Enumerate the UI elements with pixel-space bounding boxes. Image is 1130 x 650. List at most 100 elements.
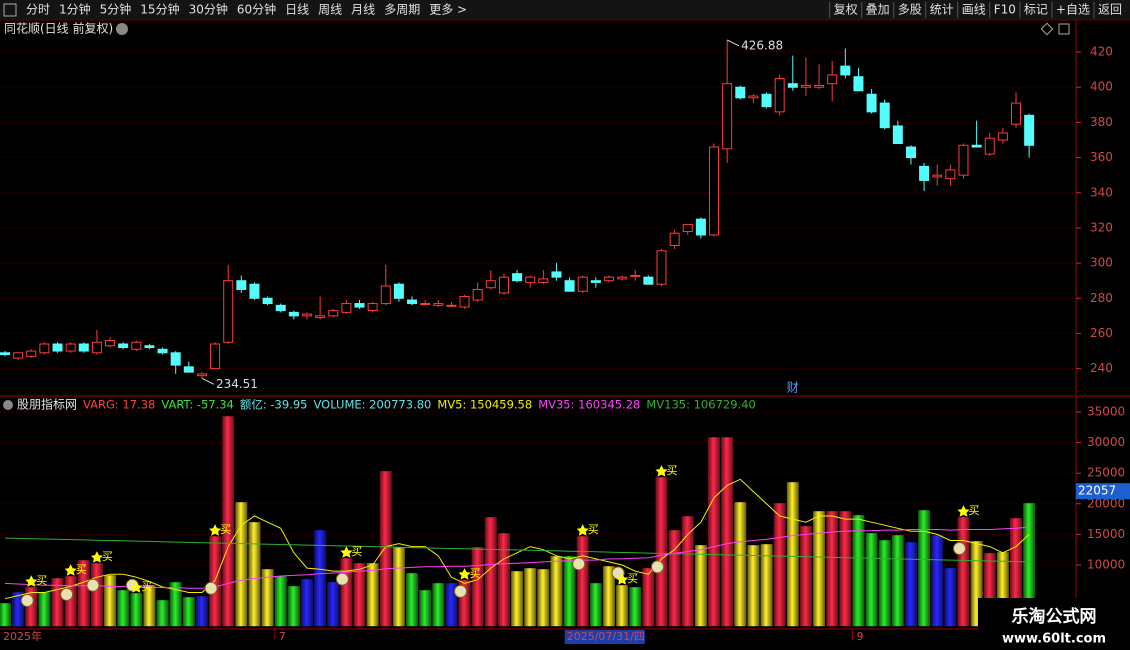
candle-body <box>512 273 523 282</box>
legend-entry: VARG: 17.38 <box>83 398 155 412</box>
candle-body <box>656 250 667 285</box>
max-price-label: 426.88 <box>741 38 783 52</box>
toolbar-tab[interactable]: 日线 <box>285 3 309 17</box>
legend-entry: 额亿: -39.95 <box>240 398 308 412</box>
buy-star <box>64 564 77 576</box>
y-tick-label: 25000 <box>1087 466 1125 480</box>
candle-body <box>525 276 536 283</box>
coin-icon <box>572 557 586 571</box>
volume-bar <box>918 510 931 627</box>
volume-bar <box>1023 503 1036 627</box>
volume-bar <box>143 585 156 627</box>
toolbar-button[interactable]: +自选 <box>1056 3 1090 17</box>
toolbar-button[interactable]: 多股 <box>898 3 922 17</box>
volume-bar <box>511 571 524 627</box>
toolbar-tab[interactable]: 60分钟 <box>237 2 276 17</box>
toolbar-tab[interactable]: 30分钟 <box>189 2 228 17</box>
volume-bar <box>235 502 248 627</box>
candle-body <box>577 276 588 292</box>
watermark-url: www.60lt.com <box>1002 632 1106 647</box>
volume-bar <box>826 511 839 627</box>
candle-body <box>853 76 864 92</box>
candle-body <box>879 102 890 129</box>
buy-signal-label: 买 <box>470 567 481 580</box>
candle-body <box>551 271 562 278</box>
toolbar-tab[interactable]: 5分钟 <box>100 2 132 17</box>
toolbar-button[interactable]: 叠加 <box>866 3 890 17</box>
volume-bar <box>195 596 208 627</box>
volume-bar <box>891 535 904 627</box>
toolbar-button[interactable]: 统计 <box>930 3 954 17</box>
x-tick-label: 2025/07/31/四 <box>567 630 645 643</box>
toolbar-tab[interactable]: 1分钟 <box>59 2 91 17</box>
toolbar-button[interactable]: 复权 <box>834 3 858 17</box>
legend-entry: MV5: 150459.58 <box>437 398 532 412</box>
volume-bar <box>274 576 287 627</box>
volume-bar <box>616 585 629 627</box>
candle-body <box>354 303 365 308</box>
toolbar-button[interactable]: 标记 <box>1024 3 1048 17</box>
menu-icon[interactable] <box>3 3 17 17</box>
volume-bar <box>366 563 379 627</box>
toolbar-button[interactable]: 返回 <box>1098 3 1122 17</box>
coin-icon <box>454 584 468 598</box>
title-dropdown[interactable] <box>116 23 128 35</box>
toolbar-tab[interactable]: 周线 <box>318 3 342 17</box>
buy-star <box>957 505 970 517</box>
volume-bar <box>524 568 537 627</box>
legend-entry: MV135: 106729.40 <box>646 398 755 412</box>
buy-signal-label: 买 <box>627 572 638 585</box>
legend-entry: MV35: 160345.28 <box>538 398 640 412</box>
coin-icon <box>20 594 34 608</box>
buy-star <box>576 524 589 536</box>
toolbar-button[interactable]: 画线 <box>962 3 986 17</box>
candle-body <box>774 77 785 113</box>
volume-bar <box>38 592 51 627</box>
volume-bar <box>537 569 550 627</box>
candle-body <box>866 93 877 113</box>
candle-body <box>26 350 37 357</box>
toolbar-tab[interactable]: 月线 <box>351 3 375 17</box>
volume-bar <box>944 568 957 627</box>
buy-star <box>130 581 143 593</box>
min-price-label: 234.51 <box>216 377 258 391</box>
coin-icon <box>952 542 966 556</box>
volume-bar <box>550 556 563 627</box>
candle-body <box>603 276 614 282</box>
candle-body <box>105 339 116 347</box>
diamond-icon[interactable] <box>1040 22 1054 36</box>
finance-marker[interactable]: 财 <box>787 381 799 395</box>
volume-bar <box>734 502 747 627</box>
volume-bar <box>813 511 826 627</box>
volume-bar <box>602 566 615 627</box>
candle-body <box>446 304 457 307</box>
volume-bar <box>708 437 721 627</box>
window-icon[interactable] <box>1058 23 1070 35</box>
candle-body <box>223 280 234 343</box>
candle-body <box>735 86 746 99</box>
indicator-dropdown[interactable] <box>3 400 13 410</box>
candle-body <box>761 93 772 108</box>
toolbar-button[interactable]: F10 <box>994 3 1016 17</box>
candle-body <box>958 144 969 176</box>
volume-bar <box>379 471 392 627</box>
buy-star <box>458 568 471 580</box>
volume-bar <box>760 544 773 627</box>
volume-bar <box>432 583 445 627</box>
y-tick-label: 340 <box>1090 185 1113 199</box>
toolbar-tab[interactable]: 多周期 <box>384 3 420 17</box>
candle-body <box>118 343 129 349</box>
candle-body <box>971 144 982 148</box>
candle-body <box>800 84 811 88</box>
y-tick-label: 360 <box>1090 150 1113 164</box>
y-tick-label: 30000 <box>1087 435 1125 449</box>
ma-line <box>4 478 1030 600</box>
toolbar-tab[interactable]: 分时 <box>26 3 50 17</box>
coin-icon <box>651 560 664 574</box>
toolbar-tab[interactable]: 15分钟 <box>140 2 179 17</box>
volume-bar <box>287 586 300 627</box>
toolbar-tab[interactable]: 更多 > <box>429 3 467 17</box>
buy-star <box>616 573 629 585</box>
candle-body <box>315 315 326 319</box>
